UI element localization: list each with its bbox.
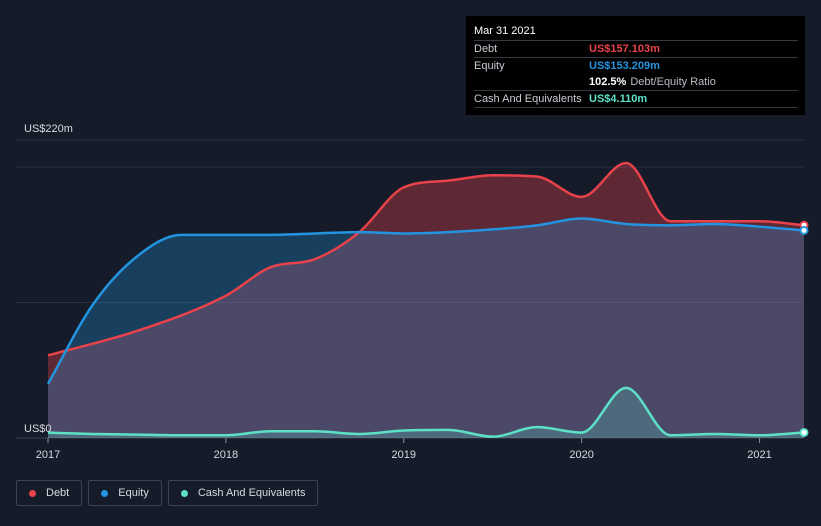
tooltip-ratio-value: 102.5% [589,76,627,88]
equity-endpoint [799,225,809,235]
equity-area [48,218,804,438]
tooltip-row-equity: Equity US$153.209m [474,58,798,74]
x-tick-label-2018: 2018 [214,449,238,461]
tooltip-row-ratio: 102.5% Debt/Equity Ratio [474,74,798,91]
x-tick-label-2017: 2017 [36,449,60,461]
tooltip-panel: Mar 31 2021 Debt US$157.103m Equity US$1… [466,16,805,115]
tooltip-row-debt: Debt US$157.103m [474,41,798,58]
tooltip-row-cash: Cash And Equivalents US$4.110m [474,91,798,108]
tooltip-cash-value: US$4.110m [589,93,648,105]
series-lines [46,161,805,438]
x-tick-label-2019: 2019 [392,449,416,461]
tooltip-debt-label: Debt [474,43,498,55]
equity-line [46,217,805,385]
x-tick-label-2020: 2020 [569,449,593,461]
x-axis-ticks: 2017 2018 2019 2020 2021 [36,438,772,461]
legend-item-cash[interactable]: Cash And Equivalents [167,480,319,506]
debt-line [47,161,805,357]
tooltip-cash-label: Cash And Equivalents [474,93,582,105]
y-axis-top-label: US$220m [24,123,73,135]
legend-item-debt[interactable]: Debt [16,480,83,506]
debt-dot-icon [29,489,36,497]
cash-dot-icon [180,489,188,497]
y-axis-bottom-label: US$0 [24,423,52,435]
grid [16,139,804,439]
equity-dot-icon [101,489,109,497]
tooltip-date: Mar 31 2021 [474,24,798,41]
debt-area [48,163,804,438]
cash-and-equivalents-endpoint [799,427,809,437]
tooltip-ratio-label: Debt/Equity Ratio [630,76,716,88]
series-areas [48,163,804,438]
legend-cash-label: Cash And Equivalents [197,487,306,499]
legend: Debt Equity Cash And Equivalents [16,480,324,506]
legend-equity-label: Equity [118,487,149,499]
x-tick-label-2021: 2021 [747,449,771,461]
tooltip-debt-value: US$157.103m [589,43,660,55]
legend-debt-label: Debt [46,487,70,499]
cash-and-equivalents-line [47,386,805,438]
cash-and-equivalents-area [48,387,804,438]
legend-item-equity[interactable]: Equity [88,480,162,506]
tooltip-equity-value: US$153.209m [589,60,660,72]
series-endpoints [799,220,809,437]
tooltip-equity-label: Equity [474,60,505,72]
